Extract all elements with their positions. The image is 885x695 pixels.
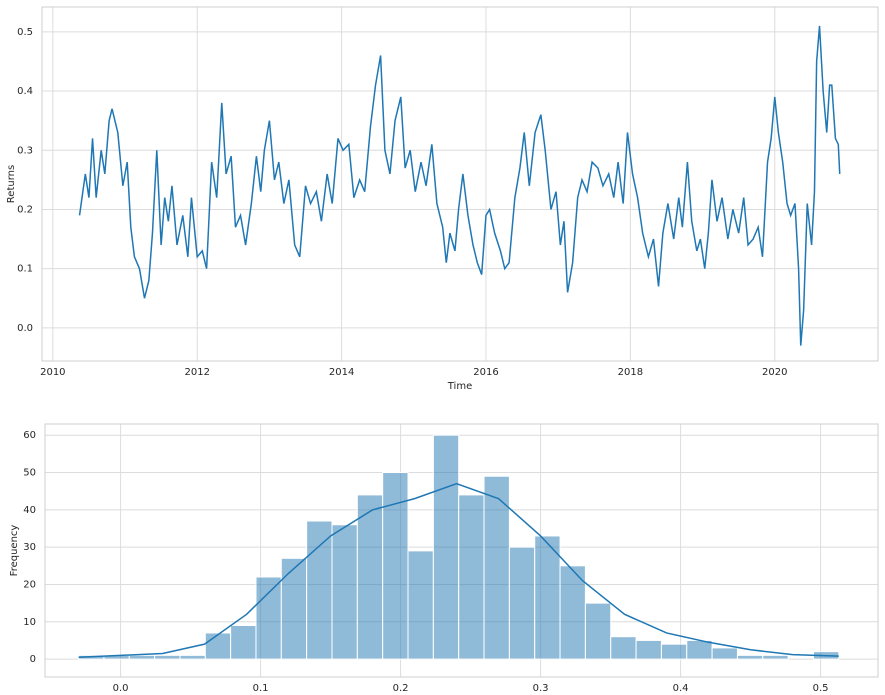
x-tick-label: 0.0 bbox=[113, 683, 129, 694]
histogram-bar bbox=[736, 654, 764, 660]
y-tick-label: 0.5 bbox=[17, 27, 33, 38]
histogram-bar bbox=[331, 524, 358, 660]
y-tick-label: 0 bbox=[30, 654, 36, 665]
histogram-bar bbox=[255, 576, 282, 660]
histogram-bar bbox=[762, 654, 789, 660]
histogram-bar bbox=[407, 550, 434, 660]
y-tick-label: 10 bbox=[23, 617, 36, 628]
histogram-bar bbox=[610, 636, 637, 660]
kde-curve bbox=[78, 482, 839, 658]
histogram-bar bbox=[432, 434, 460, 660]
x-tick-label: 2014 bbox=[329, 367, 354, 378]
plot-frame bbox=[44, 423, 879, 678]
x-tick-label: 0.1 bbox=[253, 683, 269, 694]
y-tick-label: 50 bbox=[23, 468, 36, 479]
y-tick-label: 40 bbox=[23, 505, 36, 516]
x-tick-label: 2016 bbox=[473, 367, 498, 378]
histogram-bar bbox=[559, 565, 586, 660]
histogram-bar bbox=[584, 602, 612, 660]
histogram-bar bbox=[154, 654, 181, 660]
y-tick-label: 20 bbox=[23, 579, 36, 590]
x-tick-label: 0.3 bbox=[533, 683, 549, 694]
histogram-bar bbox=[382, 472, 409, 660]
plot-frame bbox=[41, 6, 879, 362]
histogram-bar bbox=[458, 494, 485, 660]
histogram-bar bbox=[534, 535, 561, 660]
histogram-bar bbox=[686, 639, 713, 660]
y-tick-label: 0.0 bbox=[17, 323, 33, 334]
x-tick-label: 0.5 bbox=[813, 683, 829, 694]
x-tick-label: 2020 bbox=[762, 367, 787, 378]
y-tick-label: 0.4 bbox=[17, 86, 33, 97]
x-tick-label: 0.2 bbox=[393, 683, 409, 694]
histogram-bar bbox=[280, 557, 308, 660]
histogram-bar bbox=[128, 654, 156, 660]
y-tick-label: 0.2 bbox=[17, 204, 33, 215]
x-tick-label: 0.4 bbox=[673, 683, 689, 694]
histogram-bar bbox=[508, 546, 536, 660]
histogram-bar bbox=[635, 639, 662, 660]
y-axis-label: Returns bbox=[6, 165, 17, 203]
histogram-bar bbox=[356, 494, 384, 660]
y-tick-label: 60 bbox=[23, 430, 36, 441]
line-series bbox=[78, 25, 841, 346]
y-tick-label: 30 bbox=[23, 542, 36, 553]
y-tick-label: 0.3 bbox=[17, 145, 33, 156]
x-tick-label: 2010 bbox=[40, 367, 65, 378]
y-tick-label: 0.1 bbox=[17, 264, 33, 275]
histogram-bar bbox=[230, 625, 257, 660]
histogram-bar bbox=[179, 654, 206, 660]
histogram-bar bbox=[306, 520, 333, 660]
x-tick-label: 2018 bbox=[618, 367, 643, 378]
histogram-bar bbox=[204, 632, 232, 660]
histogram-bar bbox=[660, 643, 688, 660]
histogram-bar bbox=[711, 647, 738, 660]
x-tick-label: 2012 bbox=[184, 367, 209, 378]
x-axis-label: Time bbox=[447, 381, 472, 392]
histogram-bar bbox=[483, 475, 510, 660]
y-axis-label: Frequency bbox=[9, 525, 20, 577]
